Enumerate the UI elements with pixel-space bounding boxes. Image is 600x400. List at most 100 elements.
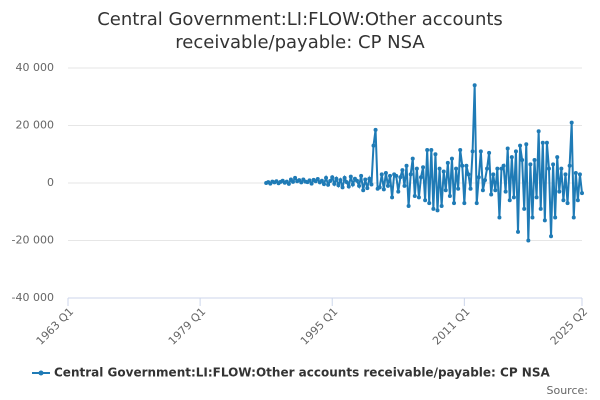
data-point [425,147,430,152]
data-point [309,181,314,186]
data-point [447,193,452,198]
data-point [334,176,339,181]
data-point [410,156,415,161]
legend-label: Central Government:LI:FLOW:Other account… [54,366,550,380]
data-point [354,178,359,183]
data-point [286,181,291,186]
data-point [291,179,296,184]
data-point [332,181,337,186]
data-point [540,140,545,145]
data-point [573,170,578,175]
data-point [423,198,428,203]
data-point [408,172,413,177]
data-point [394,173,399,178]
data-point [532,158,537,162]
data-point [346,184,351,189]
data-point [433,152,438,157]
data-point [418,175,423,180]
data-point [493,188,498,193]
data-point [557,189,562,194]
x-tick-label: 1963 Q1 [34,305,77,348]
data-point [383,170,388,175]
data-point [491,172,496,177]
data-point [567,163,572,168]
data-point [462,201,467,206]
data-point [315,176,320,181]
data-point [367,176,372,181]
data-point [551,162,556,167]
data-point [319,178,324,183]
data-point [321,182,326,187]
data-point [460,163,465,168]
data-point [534,195,539,200]
data-point [381,187,386,192]
data-point [561,198,566,203]
data-point [340,185,345,190]
data-point [412,193,417,198]
data-point [542,218,547,223]
data-point [478,149,483,154]
data-point [427,201,432,206]
data-point [468,186,473,191]
data-point [505,146,510,151]
data-point [385,183,390,188]
series-line [265,85,583,241]
data-point [499,166,504,171]
data-point [454,166,459,171]
y-tick-label: -20 000 [12,234,54,247]
data-point [361,188,366,193]
data-point [336,183,341,188]
legend-marker [38,370,44,376]
data-point [458,147,463,152]
data-point [485,166,490,171]
data-point [507,198,512,203]
data-point [416,195,421,200]
data-point [441,169,446,174]
data-point [324,175,329,180]
data-point [482,178,487,183]
data-point [388,173,393,178]
data-point [350,182,355,187]
data-point [371,143,376,148]
data-point [429,147,434,152]
data-point [503,189,508,194]
data-point [476,175,481,180]
data-point [293,175,298,180]
data-point [546,166,551,171]
data-point [328,178,333,183]
data-point [577,172,582,177]
data-point [330,175,335,180]
data-point [530,215,535,220]
data-point [553,215,558,220]
data-point [365,186,370,191]
data-point [435,208,440,213]
data-point [571,215,576,220]
y-tick-label: 20 000 [16,119,55,132]
data-point [470,149,475,154]
y-tick-label: 40 000 [16,61,55,74]
data-point [575,198,580,203]
data-point [443,188,448,193]
data-point [456,186,461,191]
data-point [404,163,409,168]
y-tick-label: 0 [47,176,54,189]
data-point [472,83,477,88]
data-point [414,166,419,171]
data-point [563,172,568,177]
data-point [431,206,436,211]
data-point [402,183,407,188]
data-point [480,188,485,193]
data-point [511,195,516,200]
x-tick-label: 1979 Q1 [166,305,209,348]
data-point [299,180,304,185]
data-point [474,201,479,206]
data-point [406,204,411,208]
data-point [544,140,549,145]
data-point [338,178,343,183]
data-point [518,143,523,148]
data-point [369,182,374,187]
data-point [464,163,469,168]
x-tick-label: 2025 Q2 [548,305,591,348]
